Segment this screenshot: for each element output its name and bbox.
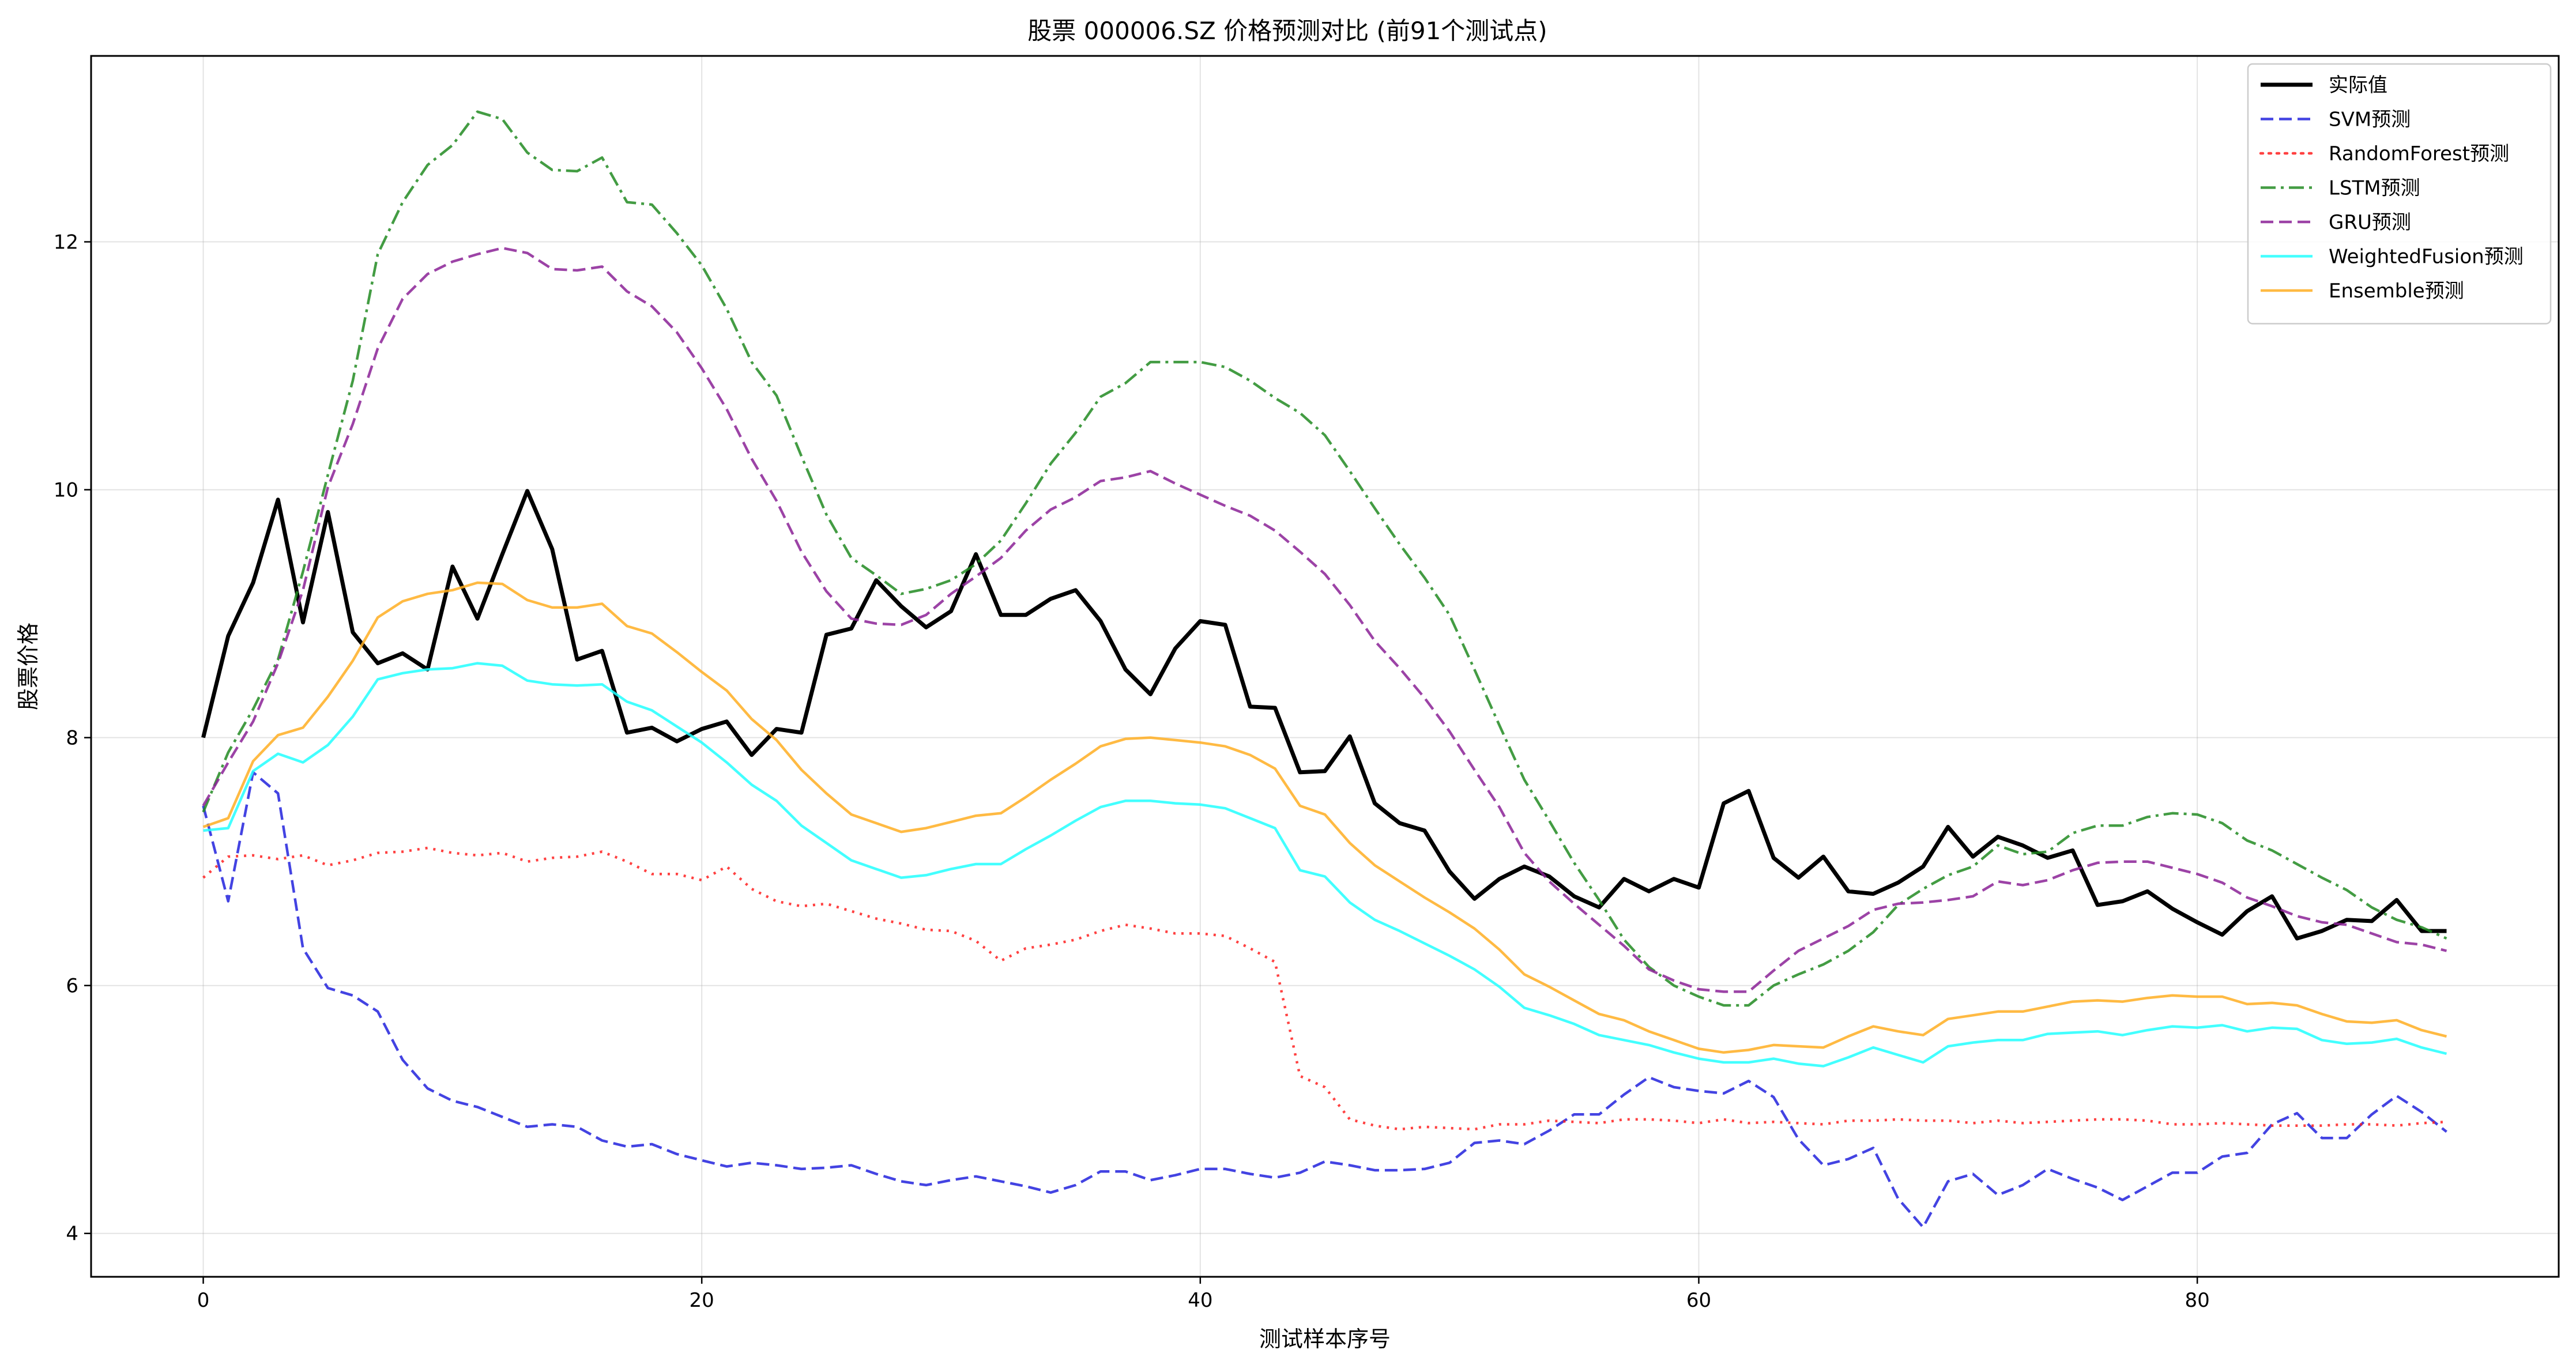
x-tick-label: 0 [197,1289,210,1312]
series-line-2 [202,771,2447,1229]
y-tick-label: 8 [66,727,78,750]
legend-label: GRU预测 [2329,211,2411,234]
y-tick-label: 10 [54,479,78,502]
grid [91,56,2559,1277]
series-line-1 [201,489,2447,941]
legend-label: WeightedFusion预测 [2329,246,2524,269]
series-lines [201,110,2447,1229]
legend: 实际值 SVM预测 RandomForest预测 LSTM预测 GRU预测 Weighte… [2247,63,2552,325]
chart-title: 股票 000006.SZ 价格预测对比 (前91个测试点) [1027,17,1547,45]
legend-box [2247,63,2552,325]
series-line-6 [203,662,2447,1068]
series-line-4 [202,110,2447,1007]
series-line-5 [202,247,2447,993]
legend-label: SVM预测 [2329,108,2411,131]
legend-label: RandomForest预测 [2329,142,2509,165]
y-tick-label: 4 [66,1223,78,1246]
y-axis-label: 股票价格 [16,623,41,710]
x-tick-label: 40 [1188,1289,1212,1312]
legend-label: LSTM预测 [2329,177,2420,200]
y-tick-label: 12 [54,231,78,254]
series-line-7 [202,581,2447,1054]
x-tick-label: 80 [2185,1289,2209,1312]
series-line-3 [202,846,2447,1131]
y-tick-label: 6 [66,975,78,998]
axis-ticks: 0 20 40 60 80 4 6 8 10 12 [54,231,2210,1312]
plot-area-frame [90,55,2560,1278]
legend-label: Ensemble预测 [2329,280,2464,303]
x-tick-label: 20 [690,1289,714,1312]
legend-label: 实际值 [2329,74,2387,97]
x-tick-label: 60 [1686,1289,1711,1312]
x-axis-label: 测试样本序号 [1259,1326,1391,1352]
